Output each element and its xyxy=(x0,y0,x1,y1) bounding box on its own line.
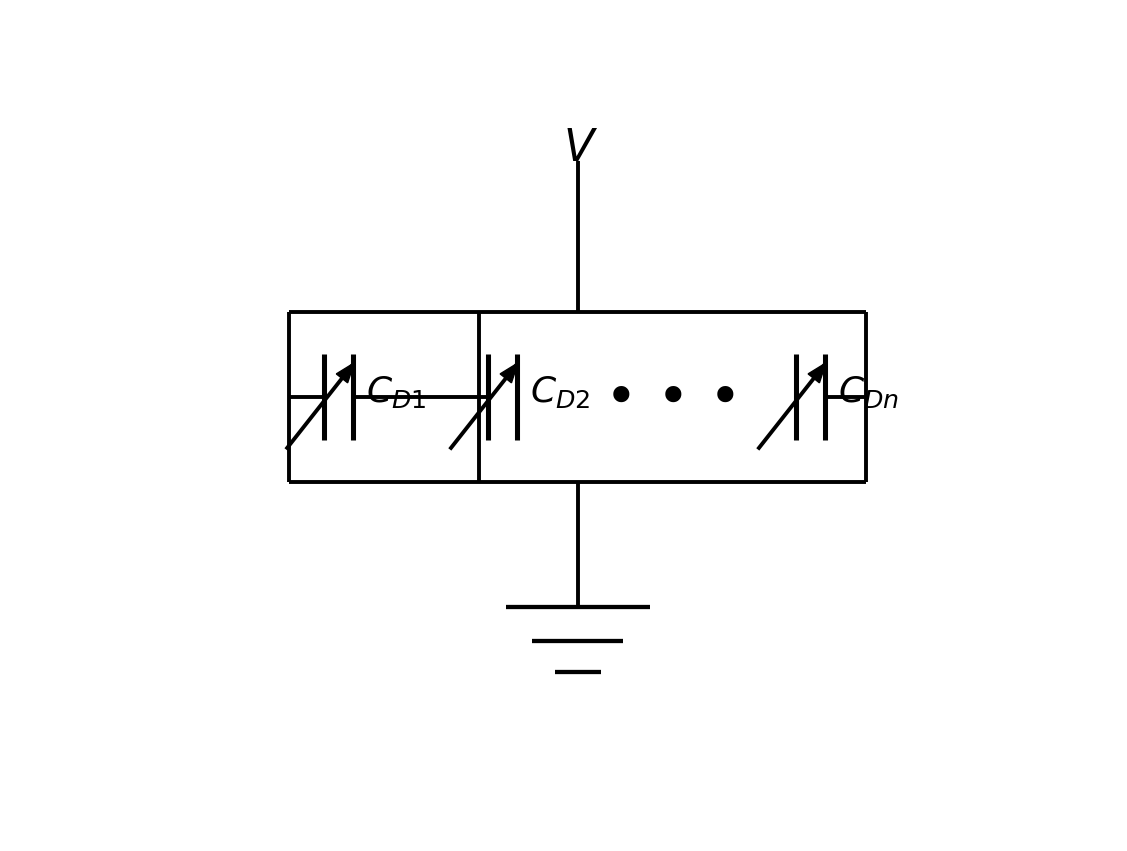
Polygon shape xyxy=(808,363,826,383)
Polygon shape xyxy=(500,363,518,383)
Text: $\bullet$ $\bullet$ $\bullet$: $\bullet$ $\bullet$ $\bullet$ xyxy=(603,370,736,424)
Text: $C_{D2}$: $C_{D2}$ xyxy=(530,374,591,409)
Text: $V$: $V$ xyxy=(564,127,598,169)
Polygon shape xyxy=(336,363,354,383)
Text: $C_{D1}$: $C_{D1}$ xyxy=(366,374,426,409)
Text: $C_{Dn}$: $C_{Dn}$ xyxy=(837,374,898,409)
